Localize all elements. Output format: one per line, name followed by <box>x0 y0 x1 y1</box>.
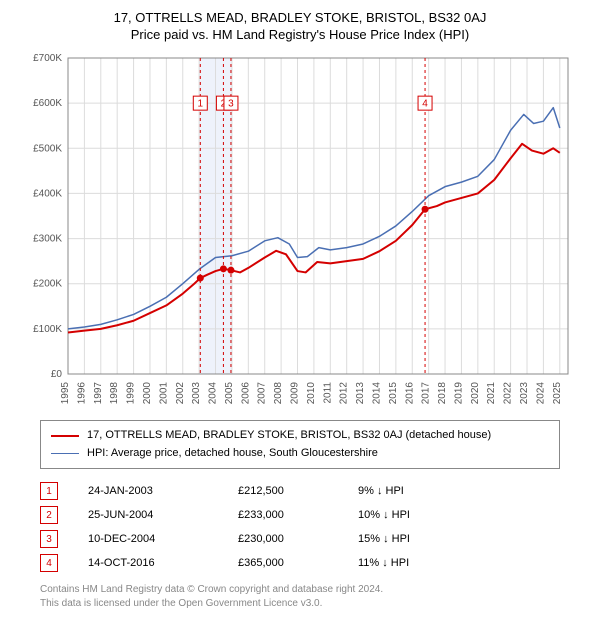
sales-row: 4 14-OCT-2016£365,00011% ↓ HPI <box>40 551 560 575</box>
svg-text:2011: 2011 <box>322 382 333 404</box>
svg-text:2009: 2009 <box>290 382 301 405</box>
svg-text:2005: 2005 <box>224 382 235 405</box>
sales-price: £233,000 <box>238 509 358 521</box>
svg-text:2002: 2002 <box>175 382 186 405</box>
footnote-line2: This data is licensed under the Open Gov… <box>40 597 560 611</box>
legend-label: 17, OTTRELLS MEAD, BRADLEY STOKE, BRISTO… <box>87 427 491 445</box>
svg-text:2022: 2022 <box>503 382 514 405</box>
sales-diff: 15% ↓ HPI <box>358 533 458 545</box>
svg-text:1998: 1998 <box>109 382 120 405</box>
svg-text:2018: 2018 <box>437 382 448 405</box>
sales-price: £212,500 <box>238 485 358 497</box>
title-address: 17, OTTRELLS MEAD, BRADLEY STOKE, BRISTO… <box>10 10 590 25</box>
svg-text:2006: 2006 <box>240 382 251 405</box>
svg-text:£200K: £200K <box>33 279 62 290</box>
sales-price: £230,000 <box>238 533 358 545</box>
svg-text:2016: 2016 <box>404 382 415 405</box>
svg-text:1995: 1995 <box>60 382 71 405</box>
sales-date: 24-JAN-2003 <box>88 485 238 497</box>
svg-text:2019: 2019 <box>453 382 464 405</box>
svg-text:2008: 2008 <box>273 382 284 405</box>
svg-text:2004: 2004 <box>208 382 219 405</box>
svg-text:2003: 2003 <box>191 382 202 405</box>
chart-area: £0 £100K £200K £300K £400K £500K £600K £700K 199… <box>20 48 580 408</box>
svg-text:1997: 1997 <box>93 382 104 405</box>
svg-text:2012: 2012 <box>339 382 350 405</box>
svg-text:2020: 2020 <box>470 382 481 405</box>
svg-text:2000: 2000 <box>142 382 153 405</box>
svg-text:2021: 2021 <box>486 382 497 405</box>
sales-marker: 2 <box>40 506 58 524</box>
svg-text:2013: 2013 <box>355 382 366 405</box>
svg-text:1999: 1999 <box>126 382 137 405</box>
sales-marker: 1 <box>40 482 58 500</box>
sales-date: 14-OCT-2016 <box>88 557 238 569</box>
sales-price: £365,000 <box>238 557 358 569</box>
sales-date: 25-JUN-2004 <box>88 509 238 521</box>
sales-marker: 3 <box>40 530 58 548</box>
svg-text:2024: 2024 <box>535 382 546 405</box>
svg-text:2007: 2007 <box>257 382 268 405</box>
svg-text:2010: 2010 <box>306 382 317 405</box>
svg-text:1996: 1996 <box>76 382 87 405</box>
svg-text:2015: 2015 <box>388 382 399 405</box>
svg-text:2017: 2017 <box>421 382 432 405</box>
svg-text:1: 1 <box>198 99 204 110</box>
footnote-line1: Contains HM Land Registry data © Crown c… <box>40 583 560 597</box>
svg-text:2025: 2025 <box>552 382 563 405</box>
legend-label: HPI: Average price, detached house, Sout… <box>87 445 378 463</box>
legend-item: 17, OTTRELLS MEAD, BRADLEY STOKE, BRISTO… <box>51 427 549 445</box>
legend-swatch <box>51 435 79 437</box>
sales-row: 3 10-DEC-2004£230,00015% ↓ HPI <box>40 527 560 551</box>
sales-row: 1 24-JAN-2003£212,5009% ↓ HPI <box>40 479 560 503</box>
svg-text:£100K: £100K <box>33 324 62 335</box>
chart-title-block: 17, OTTRELLS MEAD, BRADLEY STOKE, BRISTO… <box>10 10 590 42</box>
sales-row: 2 25-JUN-2004£233,00010% ↓ HPI <box>40 503 560 527</box>
legend-swatch <box>51 453 79 454</box>
svg-text:4: 4 <box>422 99 428 110</box>
svg-text:£300K: £300K <box>33 234 62 245</box>
sales-marker: 4 <box>40 554 58 572</box>
svg-text:2014: 2014 <box>371 382 382 405</box>
footnote: Contains HM Land Registry data © Crown c… <box>40 583 560 611</box>
svg-text:£700K: £700K <box>33 53 62 64</box>
svg-text:£600K: £600K <box>33 98 62 109</box>
svg-text:3: 3 <box>228 99 234 110</box>
legend-box: 17, OTTRELLS MEAD, BRADLEY STOKE, BRISTO… <box>40 420 560 469</box>
sales-diff: 9% ↓ HPI <box>358 485 458 497</box>
sales-diff: 10% ↓ HPI <box>358 509 458 521</box>
svg-text:£400K: £400K <box>33 188 62 199</box>
svg-text:£0: £0 <box>51 369 63 380</box>
svg-text:2023: 2023 <box>519 382 530 405</box>
price-chart-svg: £0 £100K £200K £300K £400K £500K £600K £700K 199… <box>20 48 580 408</box>
title-subtitle: Price paid vs. HM Land Registry's House … <box>10 27 590 42</box>
sales-diff: 11% ↓ HPI <box>358 557 458 569</box>
svg-text:2001: 2001 <box>158 382 169 405</box>
sales-table: 1 24-JAN-2003£212,5009% ↓ HPI 2 25-JUN-2004… <box>40 479 560 575</box>
legend-item: HPI: Average price, detached house, Sout… <box>51 445 549 463</box>
sales-date: 10-DEC-2004 <box>88 533 238 545</box>
svg-text:£500K: £500K <box>33 143 62 154</box>
